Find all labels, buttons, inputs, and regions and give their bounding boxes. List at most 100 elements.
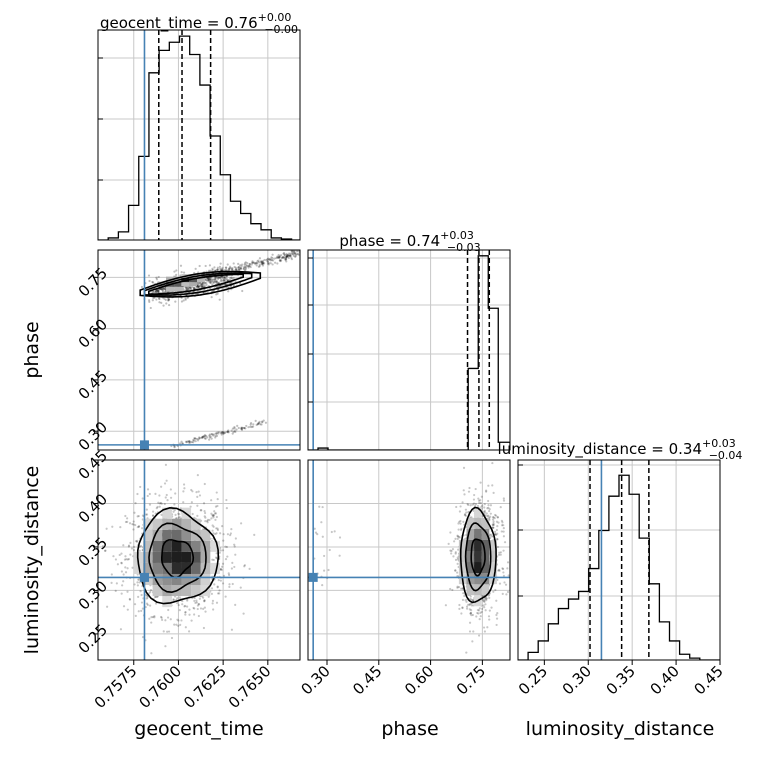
sample-point — [297, 253, 300, 256]
sample-point — [197, 285, 201, 288]
sample-point — [230, 628, 234, 631]
sample-point — [489, 512, 492, 515]
sample-point — [282, 256, 285, 259]
sample-point — [247, 265, 250, 268]
sample-point — [218, 265, 222, 268]
sample-point — [140, 609, 143, 612]
sample-point — [192, 439, 196, 442]
y-axis-label-phase: phase — [21, 321, 43, 378]
sample-point — [157, 290, 160, 294]
sample-point — [493, 517, 496, 520]
density-cell — [466, 562, 475, 574]
sample-point — [274, 261, 277, 264]
density-cell — [162, 529, 172, 541]
sample-point — [266, 260, 269, 263]
sample-point — [216, 592, 220, 595]
sample-point — [120, 561, 123, 564]
sample-point — [114, 589, 117, 592]
sample-point — [502, 499, 506, 502]
sample-point — [258, 263, 261, 266]
sample-point — [204, 511, 207, 515]
sample-point — [211, 267, 214, 270]
sample-point — [482, 626, 486, 629]
sample-point — [224, 283, 227, 286]
sample-point — [119, 526, 122, 529]
density-cell — [171, 529, 182, 541]
sample-point — [152, 281, 155, 284]
sample-point — [287, 256, 290, 260]
sample-point — [223, 431, 226, 434]
sample-point — [255, 262, 258, 265]
sample-point — [457, 585, 461, 589]
sample-point — [267, 263, 270, 266]
sample-point — [141, 607, 144, 610]
sample-point — [128, 522, 132, 525]
sample-point — [204, 278, 207, 281]
sample-point — [139, 485, 142, 489]
sample-point — [495, 533, 498, 537]
sample-point — [212, 525, 215, 528]
sample-point — [203, 434, 207, 437]
sample-point — [285, 255, 288, 258]
sample-point — [487, 484, 490, 487]
sample-point — [212, 434, 215, 437]
sample-point — [283, 257, 286, 260]
sample-point — [248, 567, 251, 570]
sample-point — [211, 558, 214, 561]
sample-point — [160, 616, 163, 619]
sample-point — [478, 501, 481, 505]
sample-point — [195, 491, 198, 494]
sample-point — [296, 252, 300, 255]
sample-point — [119, 628, 123, 631]
sample-point — [286, 254, 290, 257]
sample-point — [145, 597, 148, 600]
sample-point — [261, 420, 264, 423]
sample-point — [153, 595, 157, 599]
sample-point — [261, 262, 265, 265]
sample-point — [472, 498, 476, 501]
density-cell — [481, 573, 490, 585]
sample-point — [217, 277, 220, 280]
sample-point — [467, 603, 470, 606]
sample-point — [276, 256, 279, 259]
sample-point — [200, 283, 203, 286]
sample-point — [222, 539, 225, 542]
sample-point — [239, 267, 243, 271]
sample-point — [237, 266, 240, 269]
sample-point — [469, 611, 473, 614]
density-cell — [181, 551, 192, 563]
sample-point — [237, 269, 241, 272]
density-cell — [152, 585, 163, 597]
histogram-phase — [308, 255, 510, 450]
sample-point — [256, 422, 260, 426]
sample-point — [147, 274, 151, 277]
sample-point — [215, 527, 218, 530]
sample-point — [471, 613, 474, 617]
sample-point — [158, 301, 161, 304]
sample-point — [262, 259, 265, 263]
sample-point — [487, 514, 490, 517]
sample-point — [172, 598, 175, 601]
sample-point — [269, 257, 272, 261]
sample-point — [460, 527, 463, 530]
sample-point — [211, 599, 215, 602]
sample-point — [288, 254, 292, 257]
sample-point — [463, 514, 467, 517]
sample-point — [215, 281, 218, 284]
sample-point — [252, 423, 255, 426]
sample-point — [287, 254, 290, 257]
density-cell — [162, 562, 172, 574]
sample-point — [140, 593, 143, 597]
density-cell — [191, 562, 201, 574]
sample-point — [106, 605, 109, 608]
sample-point — [459, 522, 462, 525]
sample-point — [193, 516, 196, 520]
sample-point — [194, 437, 197, 440]
sample-point — [125, 558, 128, 561]
sample-point — [447, 542, 450, 545]
sample-point — [283, 256, 286, 259]
sample-point — [177, 516, 180, 519]
sample-point — [217, 432, 220, 435]
sample-point — [227, 267, 231, 270]
sample-point — [222, 432, 225, 435]
